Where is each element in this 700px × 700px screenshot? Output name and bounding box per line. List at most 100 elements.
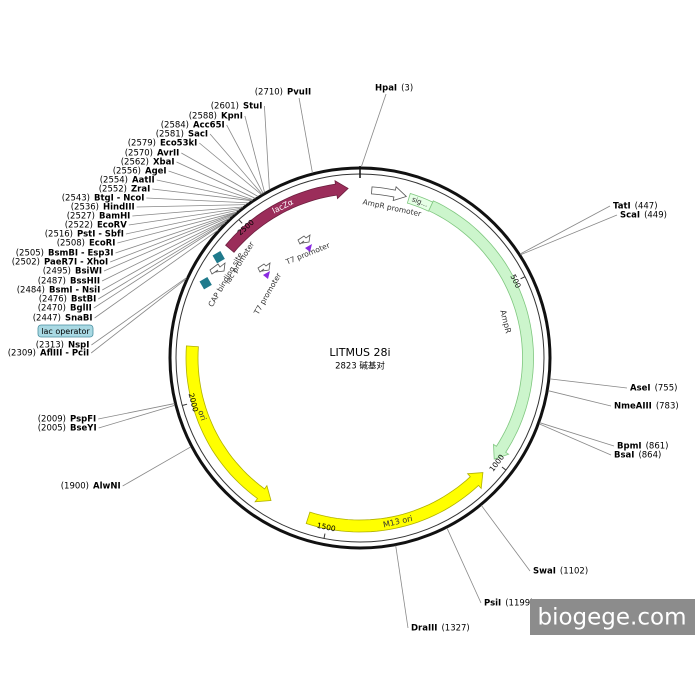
leader-line [98,404,176,429]
site-position: (2584) [161,121,189,131]
leader-line [520,214,618,256]
site-name: SnaBI [65,314,93,324]
leader-line [128,207,242,226]
site-position: (2581) [156,130,184,140]
t7-icon [297,234,311,245]
leader-line [548,390,612,407]
site-name: PspFI [70,415,96,425]
site-position: (1900) [61,482,89,492]
leader-line [360,93,387,168]
leader-line [102,218,230,291]
site-name: TatI [613,202,631,212]
leader-line [152,188,252,202]
leader-line [244,115,265,193]
site-position: (2484) [17,286,45,296]
ori-arrow [185,345,272,503]
signal-box [406,193,434,212]
plasmid-length: 2823 碱基对 [335,361,385,372]
site-position: (2588) [189,112,217,122]
site-name: BsmI - NsiI [49,286,100,296]
site-position: (2005) [38,424,66,434]
site-name: PaeR7I - XhoI [44,258,108,268]
site-position: (449) [644,211,667,221]
site-position: (2554) [100,176,128,186]
site-name: EcoRV [97,221,127,231]
leader-line [199,142,262,195]
t7-icon [305,244,312,252]
site-name: Eco53kI [160,139,197,149]
site-position: (1327) [441,624,469,634]
feature-label: CAP binding site [206,251,245,309]
site-position: (447) [635,202,658,212]
site-position: (2476) [39,295,67,305]
tick-label: 1500 [316,521,337,534]
site-name: AlwNI [93,482,121,492]
site-name: AgeI [145,167,167,177]
site-name: BsiWI [75,267,102,277]
t7-icon [263,271,270,279]
site-position: (2505) [16,249,44,259]
lac-operator-box [37,324,94,338]
feature-label: ori [196,409,208,422]
plasmid-name: LITMUS 28i [329,346,390,359]
site-position: (2009) [38,415,66,425]
site-position: (755) [655,384,678,394]
site-position: (2487) [38,277,66,287]
site-position: (2570) [125,149,153,159]
watermark: biogege.com [538,605,687,631]
site-name: BsaI [614,451,634,461]
site-name: SwaI [533,567,556,577]
leader-line [146,197,249,204]
site-position: (2309) [8,349,36,359]
site-name: ScaI [620,211,640,221]
site-name: PsiI [484,599,501,609]
site-name: BstBI [71,295,96,305]
leader-line [132,206,244,217]
site-position: (3) [401,84,413,94]
backbone [168,166,552,550]
site-position: (2495) [43,267,71,277]
site-position: (1102) [560,567,588,577]
ampr-arrow [428,200,534,460]
leader-line [93,222,226,309]
site-name: BssHII [70,277,100,287]
lac-operator-label: lac operator [41,327,90,336]
site-name: BsmBI - Esp3I [48,249,114,259]
site-name: AseI [630,384,651,394]
leader-line [481,505,531,572]
leader-line [98,403,175,420]
leader-line [94,229,219,319]
leader-line [156,179,253,201]
site-position: (2508) [57,239,85,249]
leader-line [395,545,409,629]
feature-label: AmpR [498,309,513,335]
site-name: BpmI [617,442,642,452]
leader-line [168,170,254,201]
leader-line [298,97,313,174]
leader-line [446,527,482,604]
leader-line [549,378,628,389]
leader-line [181,152,259,197]
leader-line [264,105,270,190]
site-name: BamHI [99,212,130,222]
site-position: (864) [638,451,661,461]
site-position: (2536) [71,203,99,213]
leader-line [176,161,256,199]
site-name: KpnI [221,112,243,122]
tick-mark [323,533,326,539]
site-position: (2601) [211,102,239,112]
leader-line [539,423,612,456]
leader-line [125,209,240,235]
leader-line [117,211,237,244]
tick-mark [238,219,243,224]
leader-line [115,212,236,254]
tick-mark [501,466,507,471]
feature-label: T7 promoter [284,240,332,266]
site-position: (2552) [99,185,127,195]
site-name: AflIII - PciI [40,349,89,359]
site-position: (2556) [113,167,141,177]
site-name: PvuII [287,88,311,98]
site-position: (2470) [38,304,66,314]
site-name: NmeAIII [614,402,652,412]
